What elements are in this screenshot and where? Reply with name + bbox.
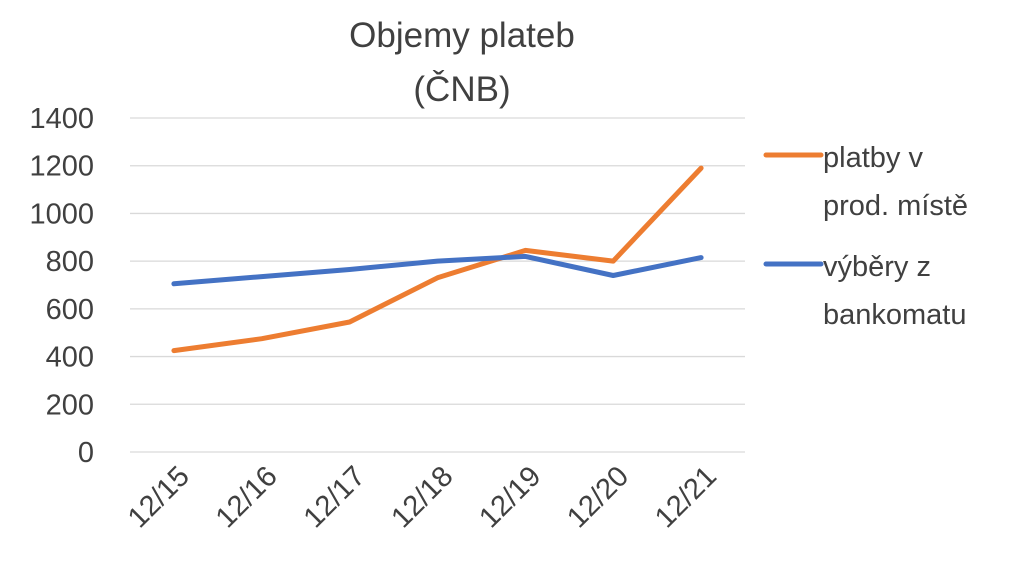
chart-title-line-1: Objemy plateb <box>349 16 575 55</box>
x-tick-label: 12/20 <box>561 460 635 534</box>
chart-title-line-2: (ČNB) <box>413 70 510 109</box>
legend-label-line: platby v <box>823 142 923 174</box>
gridlines <box>130 117 745 453</box>
y-tick-label: 400 <box>46 342 94 374</box>
x-tick-label: 12/15 <box>122 460 196 534</box>
legend-item-0: platby v prod. místě <box>763 142 968 222</box>
x-tick-label: 12/19 <box>473 460 547 534</box>
x-tick-label: 12/18 <box>386 460 460 534</box>
y-tick-label: 1400 <box>29 103 94 135</box>
y-tick-label: 200 <box>46 389 94 421</box>
y-tick-label: 1000 <box>29 198 94 230</box>
legend: platby v prod. místě výběry z bankomatu <box>763 142 968 331</box>
y-tick-label: 800 <box>46 246 94 278</box>
legend-label-line: prod. místě <box>823 190 968 222</box>
legend-label-line: výběry z <box>823 251 931 283</box>
y-axis-tick-labels: 0 200 400 600 800 1000 1200 1400 <box>29 103 94 469</box>
x-axis-tick-labels: 12/15 12/16 12/17 12/18 12/19 12/20 12/21 <box>122 460 723 534</box>
legend-item-1: výběry z bankomatu <box>763 251 967 331</box>
y-tick-label: 0 <box>78 437 94 469</box>
x-tick-label: 12/21 <box>649 460 723 534</box>
chart-title: Objemy plateb (ČNB) <box>349 16 575 109</box>
legend-label-line: bankomatu <box>823 299 967 331</box>
y-tick-label: 1200 <box>29 151 94 183</box>
x-tick-label: 12/17 <box>298 460 372 534</box>
y-tick-label: 600 <box>46 294 94 326</box>
x-tick-label: 12/16 <box>210 460 284 534</box>
series-lines <box>171 165 704 354</box>
